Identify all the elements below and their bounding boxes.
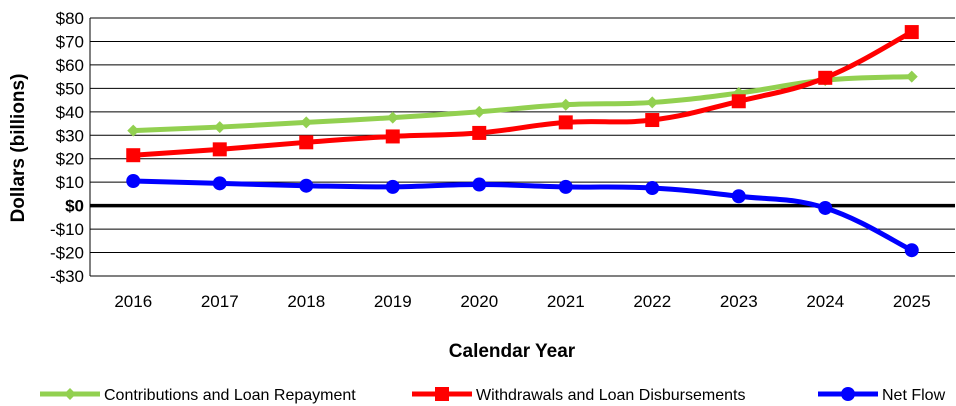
legend-marker (435, 387, 449, 401)
data-point (905, 70, 918, 83)
y-tick-label: $30 (56, 126, 84, 145)
x-tick-label: 2020 (460, 292, 498, 311)
data-point (645, 113, 660, 128)
y-axis-ticks: $80 $70 $60 $50 $40 $30 $20 $10 $0 -$10 -$20 -$30 (50, 9, 84, 286)
x-tick-label: 2025 (893, 292, 931, 311)
series-line (133, 178, 913, 253)
y-axis-title: Dollars (billions) (8, 74, 29, 223)
x-tick-label: 2021 (547, 292, 585, 311)
data-point (212, 176, 227, 191)
data-point (127, 124, 140, 137)
y-tick-label: $60 (56, 56, 84, 75)
data-point (818, 200, 833, 215)
series-lines (126, 25, 919, 258)
y-tick-label: $0 (65, 197, 84, 216)
data-point (559, 98, 572, 111)
data-point (558, 179, 573, 194)
data-point (731, 189, 746, 204)
x-tick-label: 2018 (287, 292, 325, 311)
x-tick-label: 2023 (720, 292, 758, 311)
legend-item: Withdrawals and Loan Disbursements (412, 387, 745, 404)
data-point (212, 142, 227, 157)
y-tick-label: -$20 (50, 244, 84, 263)
legend: Contributions and Loan Repayment Withdraw… (40, 387, 946, 404)
data-point (731, 94, 746, 109)
legend-label: Contributions and Loan Repayment (104, 387, 356, 404)
series-3 (126, 174, 919, 258)
x-axis-ticks: 2016 2017 2018 2019 2020 2021 2022 2023 2024 2025 (114, 292, 930, 311)
legend-marker (841, 387, 855, 401)
legend-label: Withdrawals and Loan Disbursements (476, 387, 745, 404)
legend-label: Net Flow (882, 387, 946, 404)
data-point (645, 181, 660, 196)
data-point (904, 243, 919, 258)
data-point (299, 178, 314, 193)
series-2 (126, 25, 919, 163)
data-point (385, 129, 400, 144)
y-tick-label: $50 (56, 79, 84, 98)
data-point (472, 177, 487, 192)
data-point (299, 135, 314, 150)
x-axis-title: Calendar Year (449, 341, 576, 362)
legend-marker (64, 388, 76, 400)
legend-item: Contributions and Loan Repayment (40, 387, 356, 404)
series-line (133, 74, 912, 134)
data-point (300, 116, 313, 129)
y-tick-label: $70 (56, 32, 84, 51)
data-point (646, 96, 659, 109)
y-tick-label: -$30 (50, 267, 84, 286)
x-tick-label: 2024 (806, 292, 844, 311)
data-point (126, 148, 141, 163)
x-tick-label: 2016 (114, 292, 152, 311)
data-point (386, 111, 399, 124)
data-point (818, 70, 833, 85)
data-point (126, 174, 141, 189)
y-tick-label: $10 (56, 173, 84, 192)
y-tick-label: $20 (56, 150, 84, 169)
data-point (472, 125, 487, 140)
data-point (904, 25, 919, 40)
y-tick-label: $80 (56, 9, 84, 28)
data-point (213, 121, 226, 134)
legend-item: Net Flow (818, 387, 946, 404)
y-tick-label: -$10 (50, 220, 84, 239)
data-point (473, 105, 486, 118)
x-tick-label: 2019 (374, 292, 412, 311)
x-tick-label: 2017 (201, 292, 239, 311)
data-point (385, 179, 400, 194)
y-tick-label: $40 (56, 103, 84, 122)
series-line (133, 29, 913, 158)
data-point (558, 115, 573, 130)
x-tick-label: 2022 (633, 292, 671, 311)
